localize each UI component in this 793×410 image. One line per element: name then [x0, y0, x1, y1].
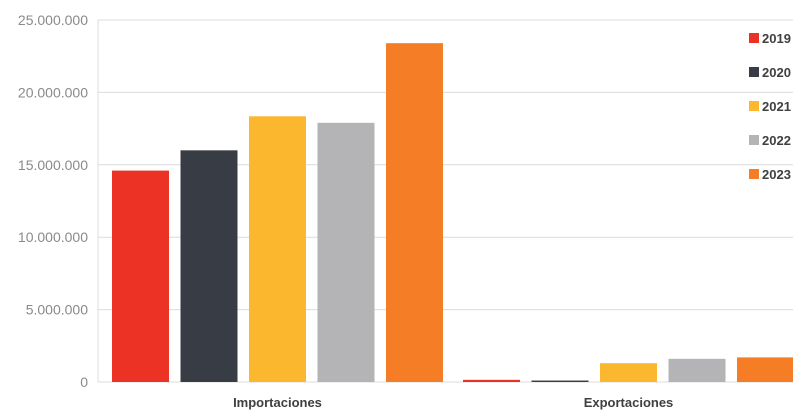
bar-2020-exportaciones: [531, 380, 589, 382]
category-label: Importaciones: [233, 395, 322, 410]
y-axis-tick-labels: 25.000.000 20.000.000 15.000.000 10.000.000…: [18, 12, 88, 390]
legend-label: 2021: [762, 99, 791, 114]
legend-label: 2020: [762, 65, 791, 80]
bar-2019-importaciones: [112, 170, 169, 382]
y-tick-label: 5.000.000: [26, 302, 88, 318]
legend-swatch: [749, 67, 759, 77]
bar-2023-exportaciones: [737, 357, 793, 382]
legend: 2019 2020 2021 2022 2023: [749, 31, 791, 182]
y-tick-label: 0: [80, 374, 88, 390]
y-tick-label: 15.000.000: [18, 157, 88, 173]
legend-label: 2019: [762, 31, 791, 46]
y-tick-label: 10.000.000: [18, 229, 88, 245]
y-tick-label: 20.000.000: [18, 84, 88, 100]
bar-2022-importaciones: [317, 122, 375, 383]
legend-label: 2022: [762, 133, 791, 148]
bar-2019-exportaciones: [463, 379, 520, 382]
bar-2020-importaciones: [180, 150, 238, 382]
legend-swatch: [749, 33, 759, 43]
x-axis-category-labels: Importaciones Exportaciones: [233, 395, 673, 410]
category-label: Exportaciones: [584, 395, 674, 410]
bar-2022-exportaciones: [668, 358, 726, 382]
bar-2021-exportaciones: [600, 363, 657, 382]
legend-label: 2023: [762, 167, 791, 182]
bar-2023-importaciones: [386, 43, 443, 382]
legend-swatch: [749, 169, 759, 179]
legend-swatch: [749, 101, 759, 111]
bar-2021-importaciones: [249, 116, 306, 383]
bars: [112, 43, 793, 383]
y-tick-label: 25.000.000: [18, 12, 88, 28]
legend-swatch: [749, 135, 759, 145]
